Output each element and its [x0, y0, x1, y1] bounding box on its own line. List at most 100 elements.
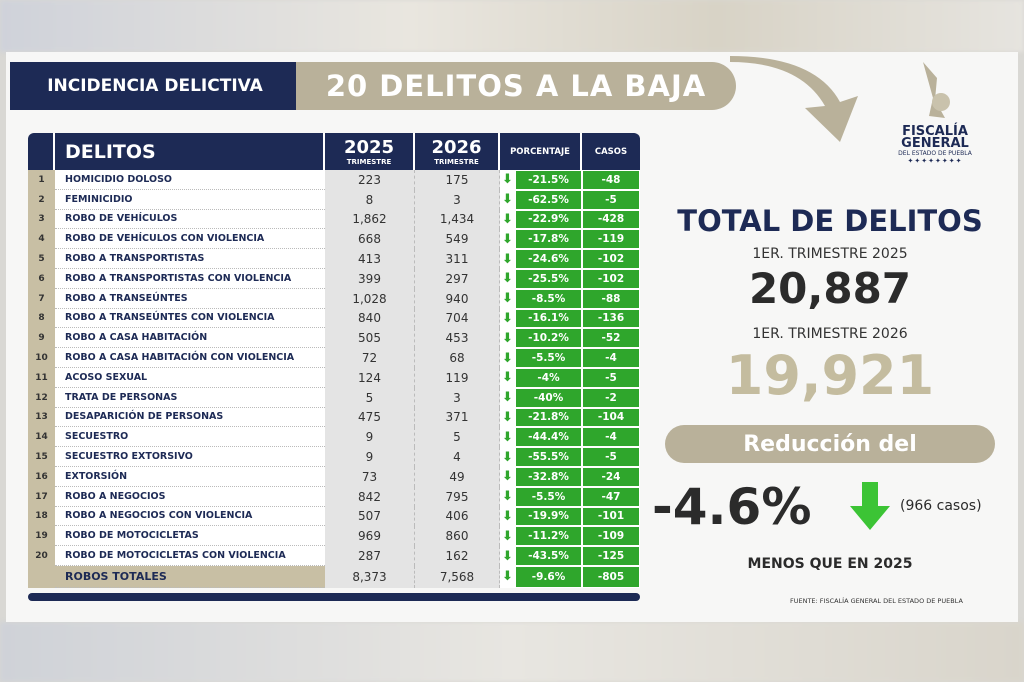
cases: -101 — [582, 506, 640, 527]
percentage: -24.6% — [515, 249, 582, 269]
cases: -102 — [582, 268, 640, 289]
header-porcentaje: PORCENTAJE — [500, 133, 582, 170]
value-2026: 549 — [415, 229, 500, 250]
table-row: 20 ROBO DE MOTOCICLETAS CON VIOLENCIA 287 1… — [28, 546, 640, 566]
crime-name: ROBO A CASA HABITACIÓN CON VIOLENCIA — [55, 348, 325, 368]
percentage: -16.1% — [515, 308, 582, 329]
table-row: 7 ROBO A TRANSEÚNTES 1,028 940 ⬇ -8.5% -88 — [28, 288, 640, 309]
percentage: -17.8% — [515, 229, 582, 250]
table-row: 8 ROBO A TRANSEÚNTES CON VIOLENCIA 840 704 ⬇… — [28, 308, 640, 329]
value-2026: 162 — [415, 546, 500, 566]
row-number: 20 — [28, 546, 55, 566]
value-2025: 840 — [325, 308, 415, 329]
down-arrow-icon: ⬇ — [500, 387, 515, 408]
value-2025: 73 — [325, 466, 415, 487]
value-2026: 4 — [415, 447, 500, 467]
logo-emblem-icon — [923, 62, 950, 118]
value-2025: 507 — [325, 506, 415, 527]
down-arrow-icon — [850, 482, 890, 530]
row-number: 13 — [28, 407, 55, 428]
crime-name: ROBO DE VEHÍCULOS CON VIOLENCIA — [55, 229, 325, 250]
value-2026: 406 — [415, 506, 500, 527]
value-2025: 8 — [325, 189, 415, 210]
row-number: 16 — [28, 466, 55, 487]
row-number: 4 — [28, 229, 55, 250]
cases: -5 — [582, 447, 640, 467]
value-2025: 1,862 — [325, 209, 415, 230]
row-number: 19 — [28, 526, 55, 547]
crime-name: ROBO DE MOTOCICLETAS — [55, 526, 325, 547]
down-arrow-icon: ⬇ — [500, 546, 515, 566]
crime-name: ACOSO SEXUAL — [55, 367, 325, 388]
down-arrow-icon: ⬇ — [500, 466, 515, 487]
table-row: 15 SECUESTRO EXTORSIVO 9 4 ⬇ -55.5% -5 — [28, 447, 640, 467]
crime-name: ROBO A TRANSPORTISTAS — [55, 249, 325, 269]
down-arrow-icon: ⬇ — [500, 189, 515, 210]
down-arrow-icon: ⬇ — [500, 526, 515, 547]
value-2026: 119 — [415, 367, 500, 388]
crime-name: FEMINICIDIO — [55, 189, 325, 210]
section-label: INCIDENCIA DELICTIVA — [10, 62, 300, 110]
row-number: 6 — [28, 268, 55, 289]
down-arrow-icon: ⬇ — [500, 486, 515, 507]
down-arrow-icon: ⬇ — [500, 170, 515, 190]
percentage: -9.6% — [515, 565, 582, 588]
value-2025: 1,028 — [325, 288, 415, 309]
value-2025: 413 — [325, 249, 415, 269]
crime-name: ROBO DE VEHÍCULOS — [55, 209, 325, 230]
table-row: 5 ROBO A TRANSPORTISTAS 413 311 ⬇ -24.6% -102 — [28, 249, 640, 269]
value-2025: 72 — [325, 348, 415, 368]
crime-name: ROBOS TOTALES — [55, 565, 325, 588]
down-arrow-icon: ⬇ — [500, 348, 515, 368]
value-2026: 704 — [415, 308, 500, 329]
row-number: 10 — [28, 348, 55, 368]
crime-name: HOMICIDIO DOLOSO — [55, 170, 325, 190]
percentage: -8.5% — [515, 288, 582, 309]
row-number: 2 — [28, 189, 55, 210]
value-2025: 124 — [325, 367, 415, 388]
down-arrow-icon: ⬇ — [500, 565, 515, 588]
cases: -2 — [582, 387, 640, 408]
crime-name: TRATA DE PERSONAS — [55, 387, 325, 408]
percentage: -44.4% — [515, 427, 582, 448]
crime-name: ROBO A CASA HABITACIÓN — [55, 328, 325, 349]
crime-name: DESAPARICIÓN DE PERSONAS — [55, 407, 325, 428]
value-2026: 297 — [415, 268, 500, 289]
percentage: -10.2% — [515, 328, 582, 349]
value-2026: 1,434 — [415, 209, 500, 230]
cases: -428 — [582, 209, 640, 230]
down-arrow-icon: ⬇ — [500, 506, 515, 527]
table-row: 4 ROBO DE VEHÍCULOS CON VIOLENCIA 668 549 ⬇ -… — [28, 229, 640, 250]
value-2025: 505 — [325, 328, 415, 349]
row-number: 15 — [28, 447, 55, 467]
value-2026: 5 — [415, 427, 500, 448]
crime-table: DELITOS 2025 TRIMESTRE 2026 TRIMESTRE PORC… — [28, 133, 640, 601]
value-2026: 860 — [415, 526, 500, 547]
label-2026: 1ER. TRIMESTRE 2026 — [752, 326, 908, 342]
cases: -805 — [582, 565, 640, 588]
percentage: -11.2% — [515, 526, 582, 547]
value-2026: 453 — [415, 328, 500, 349]
cases: -125 — [582, 546, 640, 566]
value-2026: 371 — [415, 407, 500, 428]
value-2026: 19,921 — [725, 344, 935, 407]
table-header: DELITOS 2025 TRIMESTRE 2026 TRIMESTRE PORC… — [28, 133, 640, 170]
value-2025: 668 — [325, 229, 415, 250]
curved-arrow-icon — [730, 56, 858, 142]
cases: -24 — [582, 466, 640, 487]
source-note: FUENTE: FISCALÍA GENERAL DEL ESTADO DE P… — [790, 597, 963, 605]
header-2026: 2026 TRIMESTRE — [415, 133, 500, 170]
percentage: -21.8% — [515, 407, 582, 428]
down-arrow-icon: ⬇ — [500, 407, 515, 428]
down-arrow-icon: ⬇ — [500, 268, 515, 289]
cases: -4 — [582, 427, 640, 448]
table-row: 13 DESAPARICIÓN DE PERSONAS 475 371 ⬇ -21.8% -… — [28, 407, 640, 428]
cases: -47 — [582, 486, 640, 507]
percentage: -5.5% — [515, 486, 582, 507]
row-number: 18 — [28, 506, 55, 527]
percentage: -40% — [515, 387, 582, 408]
row-number: 11 — [28, 367, 55, 388]
crime-name: ROBO A TRANSEÚNTES — [55, 288, 325, 309]
row-number: 12 — [28, 387, 55, 408]
cases: -119 — [582, 229, 640, 250]
